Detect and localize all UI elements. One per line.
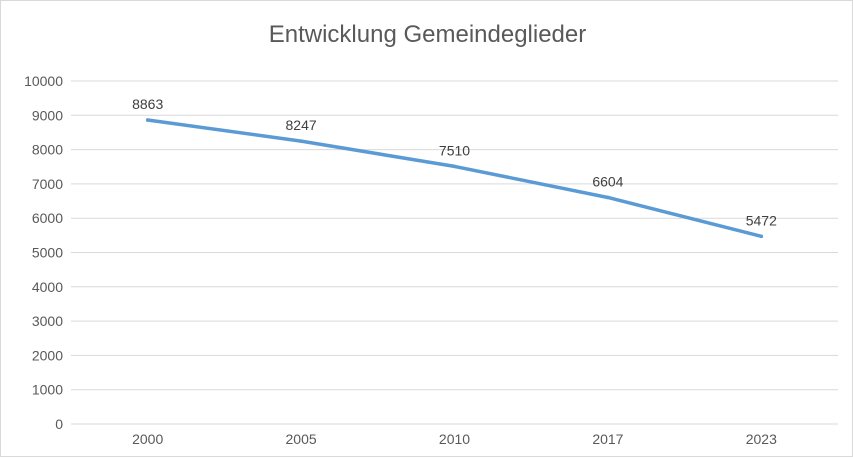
y-tick-label: 10000 [24,73,63,89]
y-tick-label: 1000 [32,382,63,398]
y-tick-label: 7000 [32,176,63,192]
data-label: 8247 [286,117,317,133]
y-tick-label: 5000 [32,245,63,261]
y-tick-label: 9000 [32,107,63,123]
data-label: 7510 [439,142,470,158]
series-line [145,118,764,239]
x-tick-label: 2000 [132,431,163,447]
y-tick-label: 0 [55,416,63,432]
data-label: 5472 [746,212,777,228]
y-tick-label: 6000 [32,210,63,226]
y-tick-label: 2000 [32,347,63,363]
data-point [299,139,303,143]
y-tick-label: 8000 [32,142,63,158]
x-tick-label: 2010 [439,431,470,447]
data-label: 8863 [132,96,163,112]
y-tick-label: 3000 [32,313,63,329]
data-label: 6604 [592,173,623,189]
data-point [759,234,764,239]
x-tick-label: 2023 [746,431,777,447]
data-point [606,195,610,200]
x-tick-label: 2017 [592,431,623,447]
data-point [452,164,457,169]
data-point [145,118,150,122]
chart-title: Entwicklung Gemeindeglieder [268,21,587,48]
x-tick-label: 2005 [286,431,317,447]
y-tick-label: 4000 [32,279,63,295]
